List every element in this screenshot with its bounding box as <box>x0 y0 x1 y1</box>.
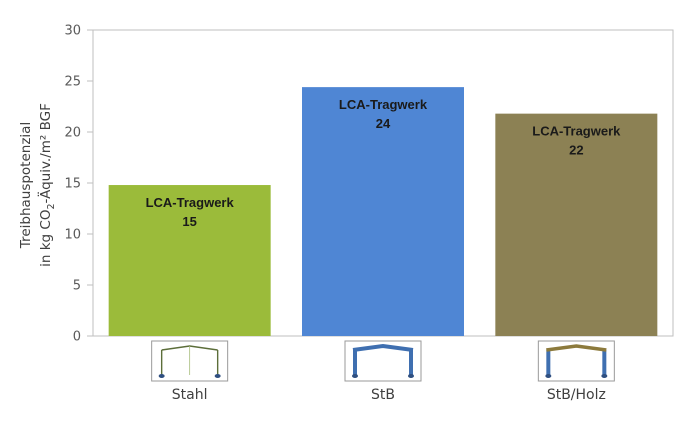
steel-frame-icon <box>151 340 229 382</box>
y-tick-label: 5 <box>73 279 81 294</box>
y-tick-label: 20 <box>64 126 81 141</box>
bar-stb-holz <box>495 113 658 336</box>
bar-stahl <box>108 185 271 336</box>
category-label: StB <box>371 387 395 403</box>
bar-label-name: LCA-Tragwerk <box>339 97 428 112</box>
concrete-timber-frame-icon <box>537 340 615 382</box>
bar-label-value: 22 <box>569 143 583 158</box>
y-axis-ticks: 0 5 10 15 20 25 30 <box>64 24 93 345</box>
subscript-2: 2 <box>46 203 57 209</box>
frame-icons <box>151 340 615 382</box>
y-tick-label: 10 <box>64 228 81 243</box>
bar-stb <box>302 87 464 337</box>
y-axis-label-line1: Treibhauspotenzial <box>18 122 34 249</box>
bar-label-name: LCA-Tragwerk <box>532 124 621 139</box>
bars <box>108 87 658 337</box>
bar-label-name: LCA-Tragwerk <box>146 195 235 210</box>
y-axis-label: Treibhauspotenzial <box>18 122 34 249</box>
category-labels: Stahl StB StB/Holz <box>172 387 606 403</box>
y-tick-label: 0 <box>73 330 81 345</box>
bar-label-value: 24 <box>376 116 391 131</box>
category-label: StB/Holz <box>547 387 606 403</box>
y-tick-label: 30 <box>64 24 81 39</box>
category-label: Stahl <box>172 387 208 403</box>
y-axis-label-line2: in kg CO2-Äquiv./m² BGF <box>36 103 57 267</box>
y-tick-label: 25 <box>64 75 81 90</box>
concrete-frame-icon <box>344 340 422 382</box>
y-tick-label: 15 <box>64 177 81 192</box>
bar-label-value: 15 <box>182 214 196 229</box>
bar-labels: LCA-Tragwerk 15 LCA-Tragwerk 24 LCA-Tragwerk… <box>146 97 622 229</box>
